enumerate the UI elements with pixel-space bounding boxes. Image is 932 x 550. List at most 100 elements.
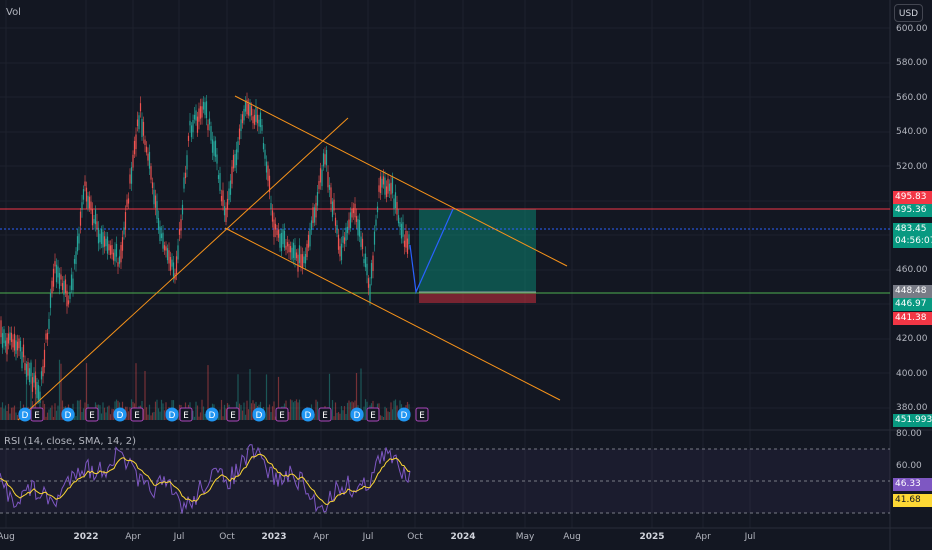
volume-bar xyxy=(300,416,302,420)
volume-bar xyxy=(129,407,131,420)
price-candle xyxy=(82,189,85,200)
time-axis-label: Aug xyxy=(0,532,15,542)
price-candle xyxy=(175,256,178,274)
price-candle xyxy=(255,106,257,122)
price-candle xyxy=(358,219,361,237)
price-candle xyxy=(312,207,314,224)
volume-bar xyxy=(381,415,383,420)
price-candle xyxy=(54,261,56,267)
price-candle xyxy=(63,280,65,295)
price-candle xyxy=(250,105,253,116)
volume-bar xyxy=(85,363,88,420)
volume-bar xyxy=(153,412,155,420)
volume-bar xyxy=(363,406,365,420)
rsi-line xyxy=(0,444,411,514)
volume-bar xyxy=(58,359,61,420)
volume-bar xyxy=(109,414,112,420)
price-candle xyxy=(69,291,71,299)
price-candle xyxy=(390,182,392,195)
volume-bar xyxy=(156,399,158,420)
price-candle xyxy=(154,195,157,208)
rsi-axis-label: 60.00 xyxy=(896,461,922,471)
price-candle xyxy=(228,188,230,201)
volume-bar xyxy=(195,401,197,420)
price-candle xyxy=(277,229,280,238)
entry-price-badge: 448.48 xyxy=(893,285,932,298)
price-candle xyxy=(15,340,17,354)
price-candle xyxy=(235,149,238,166)
price-candle xyxy=(297,254,299,272)
price-candle xyxy=(133,140,136,155)
price-candle xyxy=(148,151,151,169)
price-candle xyxy=(330,187,332,205)
price-candle xyxy=(226,198,229,210)
earnings-marker: E xyxy=(318,407,332,422)
time-axis-label: Apr xyxy=(695,532,711,542)
price-candle xyxy=(46,332,49,340)
price-candle xyxy=(165,246,167,251)
svg-text:E: E xyxy=(134,411,140,421)
volume-bar xyxy=(207,365,209,420)
price-candle xyxy=(126,199,128,207)
price-candle xyxy=(189,120,191,126)
price-candle xyxy=(93,219,95,224)
volume-bar xyxy=(241,410,244,420)
price-candle xyxy=(142,121,145,136)
volume-bar xyxy=(384,406,386,420)
svg-text:D: D xyxy=(401,411,408,421)
price-candle xyxy=(103,236,106,247)
price-candle xyxy=(273,219,275,237)
price-candle xyxy=(132,154,134,168)
price-candle xyxy=(241,114,244,124)
price-candle xyxy=(399,221,401,228)
price-candle xyxy=(81,202,83,210)
currency-button[interactable]: USD xyxy=(894,4,923,22)
price-candle xyxy=(264,149,266,159)
volume-bar xyxy=(193,416,196,420)
price-candle xyxy=(355,216,358,222)
volume-bar xyxy=(103,407,106,420)
svg-text:D: D xyxy=(117,411,124,421)
price-candle xyxy=(331,201,334,218)
price-candle xyxy=(382,176,385,185)
price-candle xyxy=(276,230,278,235)
time-axis-label: 2023 xyxy=(261,532,287,542)
time-axis-label: Apr xyxy=(313,532,329,542)
volume-bar xyxy=(78,400,80,420)
volume-bar xyxy=(364,399,367,420)
price-candle xyxy=(211,139,214,153)
volume-bar xyxy=(391,409,394,420)
volume-bar xyxy=(292,402,295,420)
price-candle xyxy=(130,167,133,184)
price-candle xyxy=(298,245,301,263)
price-candle xyxy=(105,238,107,247)
price-candle xyxy=(387,178,389,194)
price-candle xyxy=(316,192,319,206)
price-candle xyxy=(385,186,388,198)
projection-path xyxy=(409,208,454,295)
price-candle xyxy=(79,211,82,226)
volume-bar xyxy=(162,403,164,420)
price-axis-label: 380.00 xyxy=(896,403,928,413)
svg-text:E: E xyxy=(370,411,376,421)
volume-bar xyxy=(289,399,292,420)
price-candle xyxy=(349,212,352,229)
volume-bar xyxy=(61,400,64,420)
volume-indicator-label[interactable]: Vol xyxy=(6,7,21,18)
price-candle xyxy=(318,181,320,190)
volume-bar xyxy=(313,413,316,420)
price-candle xyxy=(403,240,406,247)
price-candle xyxy=(384,177,386,195)
volume-bar xyxy=(57,405,59,420)
price-candle xyxy=(0,320,2,338)
price-candle xyxy=(225,207,227,223)
price-candle xyxy=(177,245,179,260)
price-candle xyxy=(39,391,41,403)
volume-bar xyxy=(337,412,340,420)
earnings-marker: E xyxy=(130,407,144,422)
ascending-trendline xyxy=(17,117,349,421)
volume-bar xyxy=(355,373,358,420)
price-candle xyxy=(61,283,64,290)
rsi-indicator-label[interactable]: RSI (14, close, SMA, 14, 2) xyxy=(4,436,137,447)
